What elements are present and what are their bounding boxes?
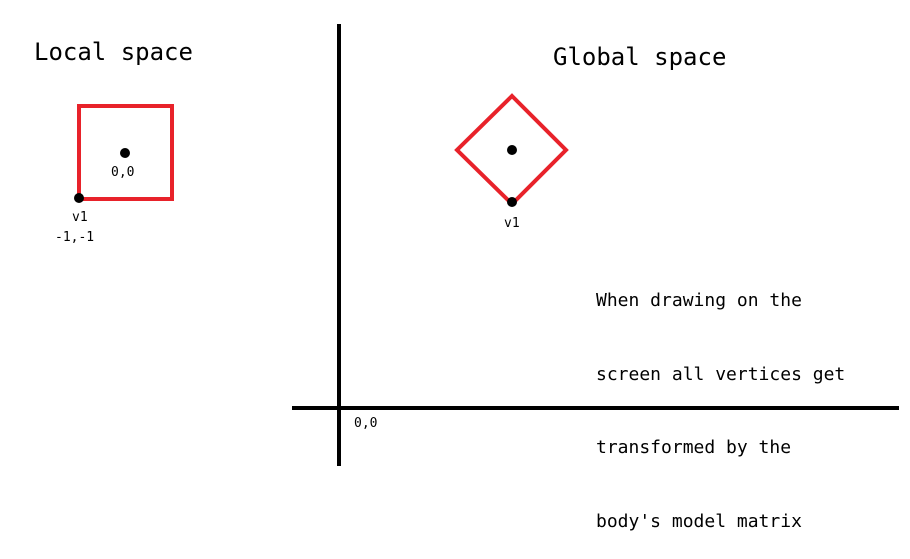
local-vertex-name: v1 — [72, 210, 88, 225]
global-space-title: Global space — [553, 43, 727, 71]
local-center-dot — [120, 148, 130, 158]
local-square — [77, 104, 174, 201]
transform-note-line: screen all vertices get — [596, 363, 846, 385]
global-vertex-dot — [507, 197, 517, 207]
local-vertex-coords: -1,-1 — [55, 230, 95, 245]
global-vertex-name: v1 — [504, 216, 520, 231]
transform-note-line: When drawing on the — [596, 290, 802, 311]
local-space-title: Local space — [34, 38, 193, 66]
global-origin-label: 0,0 — [354, 416, 378, 431]
transform-note-line: body's model matrix — [596, 510, 802, 532]
transform-note-line: transformed by the — [596, 437, 792, 458]
global-center-dot — [507, 145, 517, 155]
local-vertex-dot — [74, 193, 84, 203]
diagram-canvas — [74, 24, 899, 466]
transform-note: When drawing on the screen all vertices … — [596, 240, 845, 559]
local-center-label: 0,0 — [111, 165, 135, 180]
